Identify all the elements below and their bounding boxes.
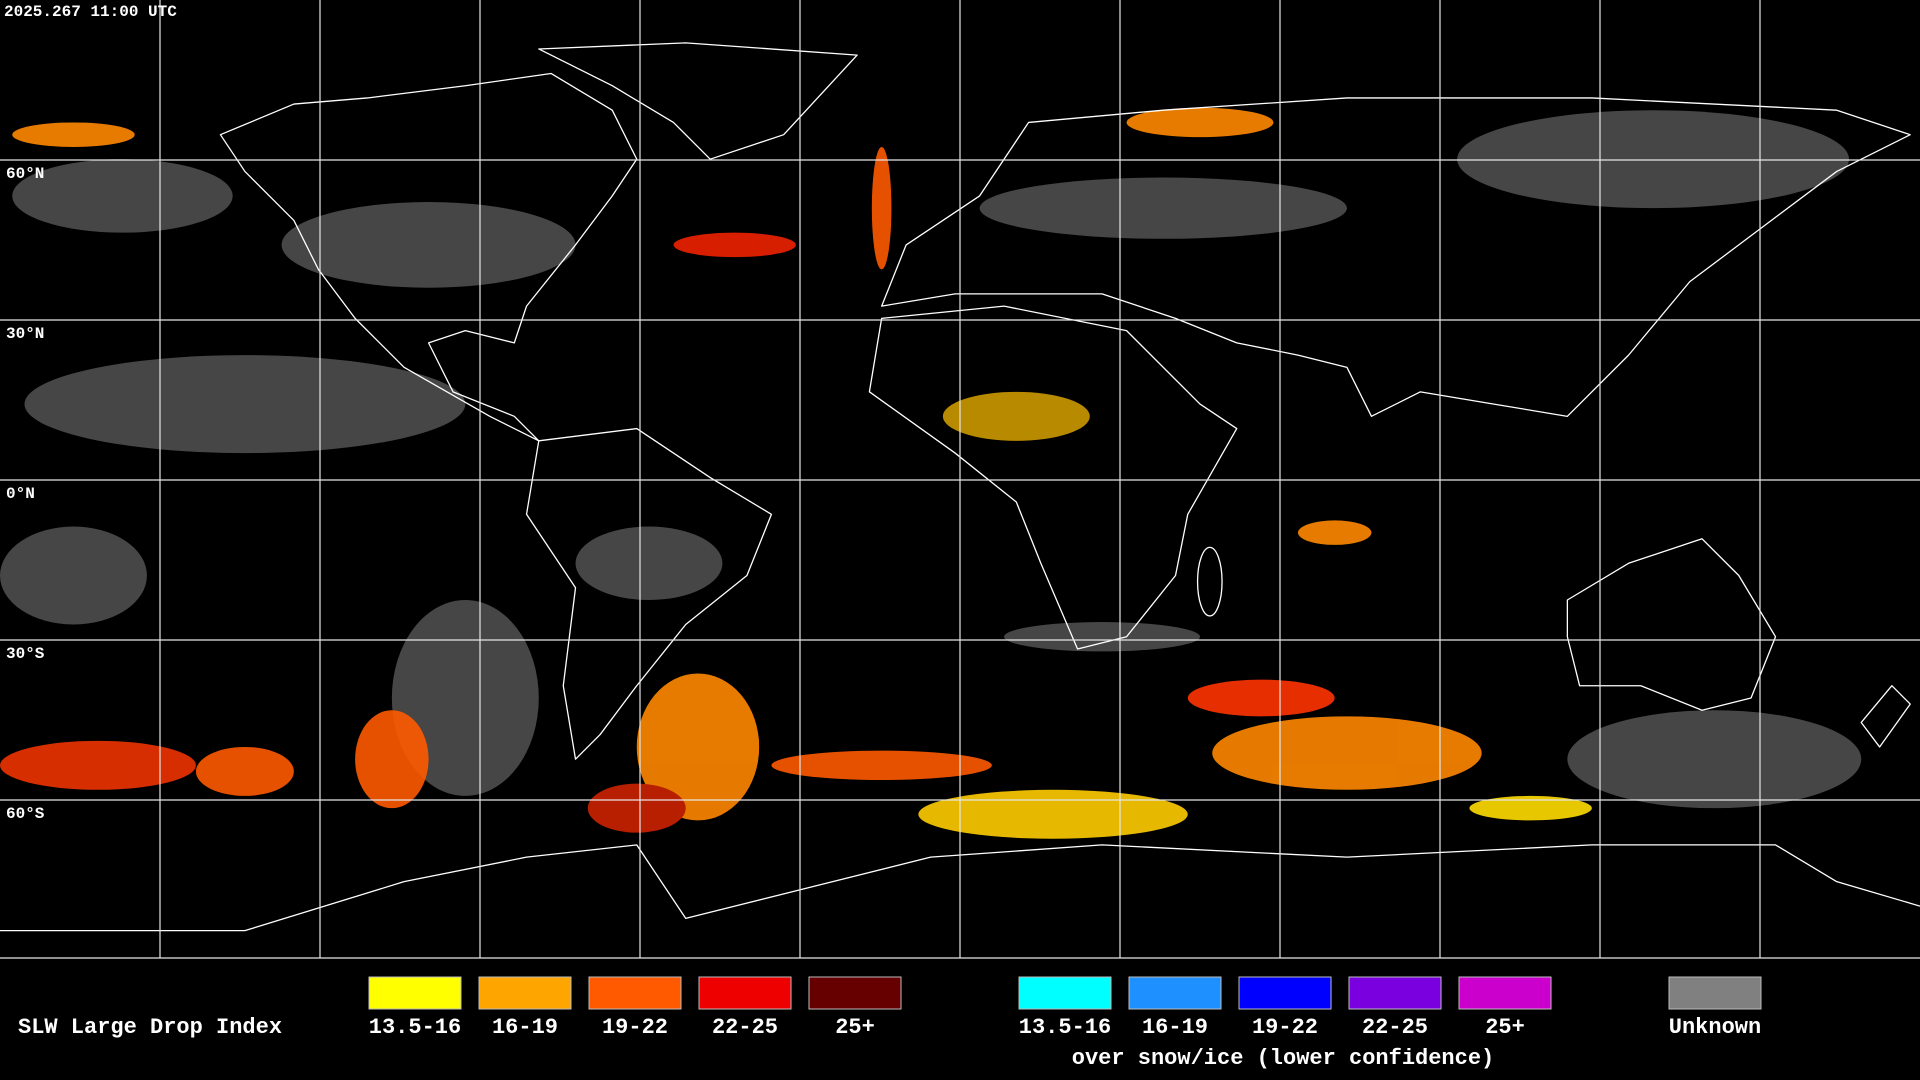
legend-swatch — [808, 976, 902, 1010]
latitude-label: 30°N — [6, 325, 44, 343]
timestamp: 2025.267 11:00 UTC — [4, 3, 177, 21]
legend-label: 13.5-16 — [369, 1015, 461, 1040]
latitude-labels: 60°N 30°N 0°N 30°S 60°S — [6, 165, 45, 823]
graticule — [0, 0, 1920, 959]
coastlines — [0, 43, 1920, 931]
legend-swatch — [698, 976, 792, 1010]
legend-swatch — [1238, 976, 1332, 1010]
latitude-label: 0°N — [6, 485, 35, 503]
legend-swatch — [588, 976, 682, 1010]
legend-label: 25+ — [835, 1015, 875, 1040]
legend-title: SLW Large Drop Index — [18, 1015, 282, 1040]
legend-swatch — [1018, 976, 1112, 1010]
legend-label: 22-25 — [1362, 1015, 1428, 1040]
legend-label: Unknown — [1669, 1015, 1761, 1040]
legend-swatch — [478, 976, 572, 1010]
snow-ice-note: over snow/ice (lower confidence) — [1072, 1046, 1494, 1071]
legend-label: 25+ — [1485, 1015, 1525, 1040]
legend-swatch — [1668, 976, 1762, 1010]
legend-label: 22-25 — [712, 1015, 778, 1040]
legend-label: 19-22 — [1252, 1015, 1318, 1040]
legend-label: 19-22 — [602, 1015, 668, 1040]
legend-label: 16-19 — [1142, 1015, 1208, 1040]
legend-label: 13.5-16 — [1019, 1015, 1111, 1040]
latitude-label: 30°S — [6, 645, 45, 663]
legend-label: 16-19 — [492, 1015, 558, 1040]
legend-swatch — [368, 976, 462, 1010]
latitude-label: 60°N — [6, 165, 44, 183]
legend-swatch — [1458, 976, 1552, 1010]
legend-swatch — [1128, 976, 1222, 1010]
legend-swatch — [1348, 976, 1442, 1010]
latitude-label: 60°S — [6, 805, 45, 823]
legend: 13.5-16 16-19 19-22 22-25 25+ 13.5-16 16-19 19-… — [368, 976, 1762, 1040]
